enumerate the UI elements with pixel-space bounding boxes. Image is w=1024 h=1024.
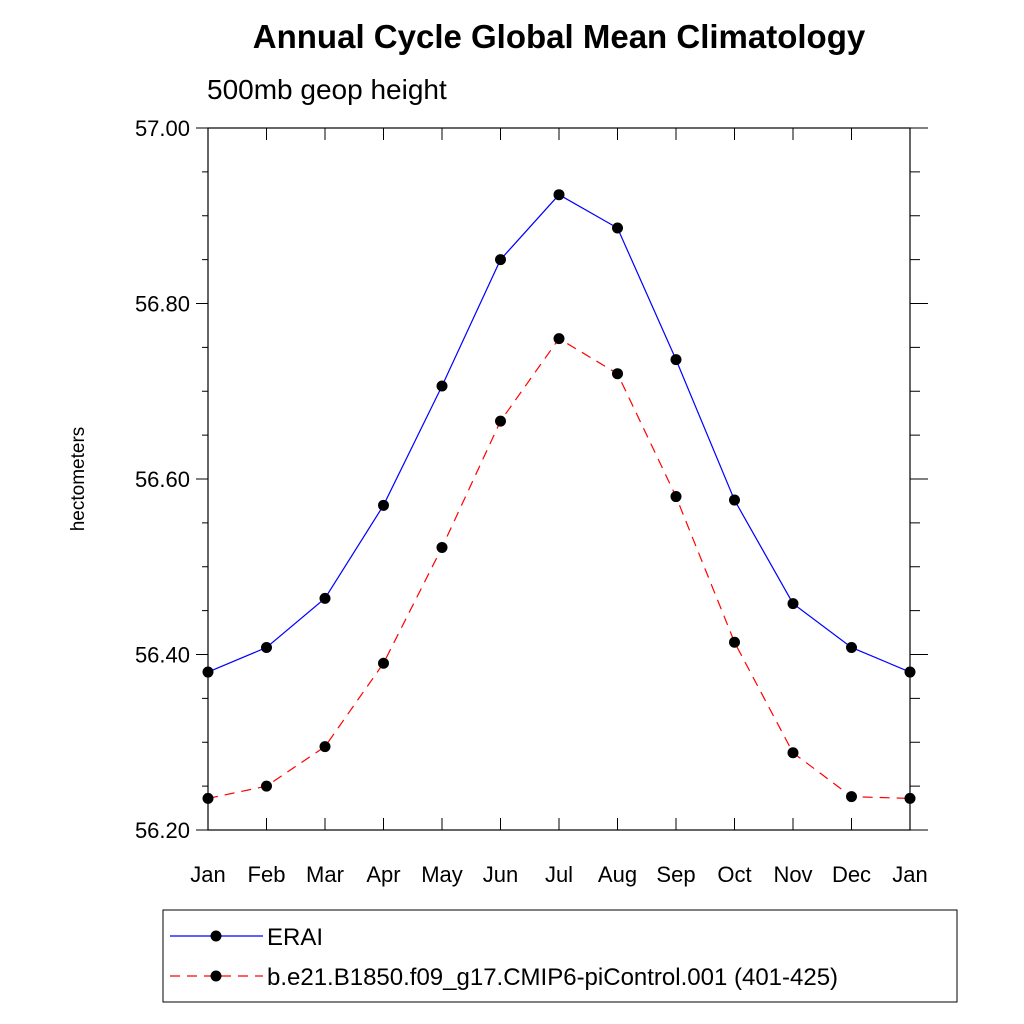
series-marker xyxy=(553,189,565,201)
x-tick-label: Feb xyxy=(248,862,286,887)
series-marker xyxy=(670,491,682,503)
legend-entry: b.e21.B1850.f09_g17.CMIP6-piControl.001 … xyxy=(170,964,838,991)
chart-title: Annual Cycle Global Mean Climatology xyxy=(253,18,866,55)
legend-swatch-marker xyxy=(210,930,222,942)
series-marker xyxy=(612,368,623,380)
series-marker xyxy=(378,499,389,511)
series-marker xyxy=(202,666,214,678)
x-tick-label: Jan xyxy=(190,862,225,887)
series-marker xyxy=(787,747,799,759)
series-line xyxy=(207,193,911,673)
series-marker xyxy=(319,741,331,753)
series-2 xyxy=(202,333,916,804)
series-marker xyxy=(553,333,565,345)
legend: ERAI b.e21.B1850.f09_g17.CMIP6-piControl.… xyxy=(162,909,958,1003)
series-marker xyxy=(846,641,857,653)
series-marker xyxy=(904,666,916,678)
legend-swatch-marker xyxy=(210,970,222,982)
x-tick-label: Nov xyxy=(773,862,812,887)
series-marker xyxy=(261,641,272,653)
series-marker xyxy=(729,636,740,648)
x-tick-label: Oct xyxy=(717,862,751,887)
series-layer xyxy=(202,189,916,804)
y-tick-label: 56.60 xyxy=(135,467,190,492)
series-marker xyxy=(729,494,740,506)
y-tick-label: 56.20 xyxy=(135,818,190,843)
legend-box xyxy=(162,909,958,1003)
series-marker xyxy=(202,792,214,804)
series-marker xyxy=(319,592,331,604)
chart-subtitle: 500mb geop height xyxy=(207,74,447,105)
x-tick-label: Apr xyxy=(366,862,400,887)
series-marker xyxy=(612,222,623,234)
plot-frame xyxy=(207,127,911,831)
x-tick-label: Jun xyxy=(483,862,518,887)
x-tick-label: Jan xyxy=(892,862,927,887)
x-tick-label: Jul xyxy=(545,862,573,887)
legend-entry: ERAI xyxy=(170,924,323,951)
legend-label: ERAI xyxy=(267,924,323,951)
series-marker xyxy=(261,780,272,792)
series-marker xyxy=(378,657,389,669)
series-marker xyxy=(436,380,448,392)
plot-area xyxy=(207,127,911,831)
series-marker xyxy=(787,598,799,610)
y-tick-label: 56.80 xyxy=(135,292,190,317)
x-tick-label: Dec xyxy=(832,862,871,887)
x-tick-label: Aug xyxy=(598,862,637,887)
axis-ticks: Jan Feb Mar Apr May Jun Jul Aug Sep Oct Nov Dec Jan5… xyxy=(135,116,928,887)
y-tick-label: 57.00 xyxy=(135,116,190,141)
x-tick-label: Sep xyxy=(656,862,695,887)
x-tick-label: Mar xyxy=(306,862,344,887)
series-marker xyxy=(846,791,857,803)
series-marker xyxy=(670,354,682,366)
series-marker xyxy=(436,541,448,553)
series-line xyxy=(207,337,911,800)
legend-label: b.e21.B1850.f09_g17.CMIP6-piControl.001 … xyxy=(267,964,838,991)
y-axis-label: hectometers xyxy=(68,427,89,532)
series-marker xyxy=(495,254,506,266)
x-tick-label: May xyxy=(421,862,463,887)
legend-items: ERAI b.e21.B1850.f09_g17.CMIP6-piControl.… xyxy=(170,924,838,991)
series-marker xyxy=(904,792,916,804)
y-tick-label: 56.40 xyxy=(135,643,190,668)
series-1 xyxy=(202,189,916,678)
series-marker xyxy=(495,415,506,427)
